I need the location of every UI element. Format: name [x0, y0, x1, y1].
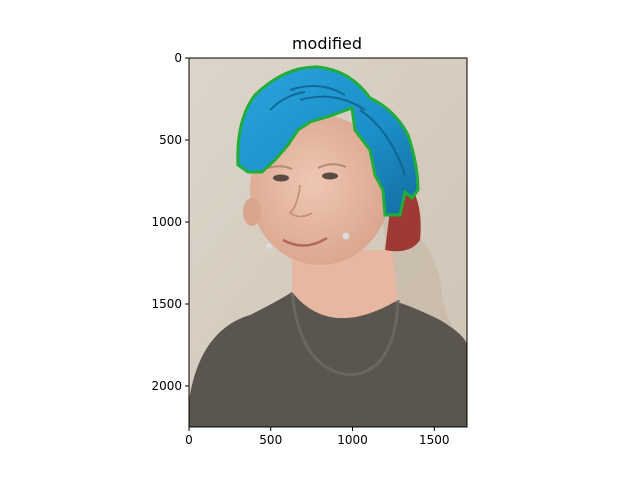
x-tick-label: 0 — [185, 433, 193, 447]
x-tick-label: 500 — [259, 433, 282, 447]
y-axis: 0 500 1000 1500 2000 — [151, 51, 189, 393]
eye-right — [322, 172, 338, 180]
brow-left — [267, 165, 293, 170]
mouth — [282, 236, 328, 247]
x-tick-label: 1500 — [419, 433, 450, 447]
axes-frame — [188, 57, 468, 428]
y-tick-label: 1000 — [151, 215, 182, 229]
y-tick-label: 500 — [159, 133, 182, 147]
y-tick-label: 1500 — [151, 297, 182, 311]
x-axis: 0 500 1000 1500 — [185, 427, 450, 447]
image-plot — [189, 58, 467, 427]
piercing-left — [266, 243, 272, 249]
ear — [243, 198, 261, 226]
face — [250, 115, 390, 265]
neck — [292, 250, 398, 319]
brow-right — [317, 163, 347, 169]
chart-title: modified — [292, 34, 362, 53]
hair-strands — [269, 85, 406, 176]
nose — [288, 184, 313, 218]
shirt-collar — [290, 291, 400, 377]
y-tick-label: 0 — [174, 51, 182, 65]
y-tick-label: 2000 — [151, 379, 182, 393]
eye-left — [273, 174, 289, 182]
hair-blue — [236, 65, 420, 217]
piercing-right — [342, 232, 350, 240]
shirt — [189, 292, 467, 427]
x-tick-label: 1000 — [337, 433, 368, 447]
